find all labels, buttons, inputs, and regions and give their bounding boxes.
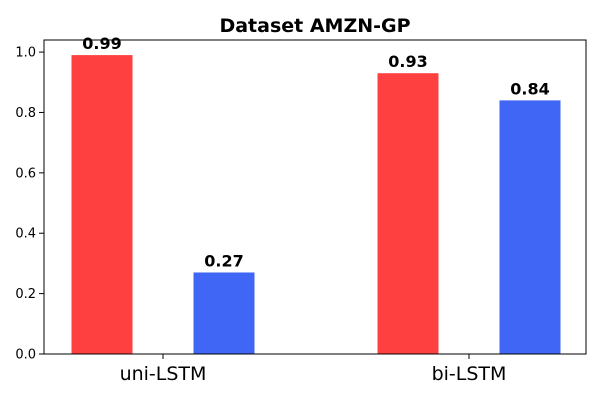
chart-title: Dataset AMZN-GP bbox=[219, 15, 410, 37]
bar bbox=[71, 55, 133, 354]
bar bbox=[377, 73, 439, 354]
y-tick-label: 1.0 bbox=[15, 46, 36, 61]
bar bbox=[499, 100, 561, 354]
plot-area: 0.0 0.2 0.4 0.6 0.8 1.0 0.99 0.27 uni-LSTM 0.93 0.… bbox=[15, 34, 561, 385]
y-tick-label: 0.6 bbox=[15, 166, 36, 181]
bar bbox=[193, 272, 255, 354]
y-tick-label: 0.8 bbox=[15, 106, 36, 121]
plot-frame bbox=[43, 39, 587, 355]
x-tick-label: bi-LSTM bbox=[432, 363, 507, 385]
data-label: 0.93 bbox=[388, 52, 427, 71]
data-label: 0.84 bbox=[510, 79, 549, 98]
data-label: 0.27 bbox=[204, 251, 243, 270]
y-tick-label: 0.2 bbox=[15, 287, 36, 302]
data-label: 0.99 bbox=[82, 34, 121, 53]
y-tick-label: 0.4 bbox=[15, 227, 36, 242]
x-tick-label: uni-LSTM bbox=[120, 363, 207, 385]
y-tick-label: 0.0 bbox=[15, 348, 36, 363]
